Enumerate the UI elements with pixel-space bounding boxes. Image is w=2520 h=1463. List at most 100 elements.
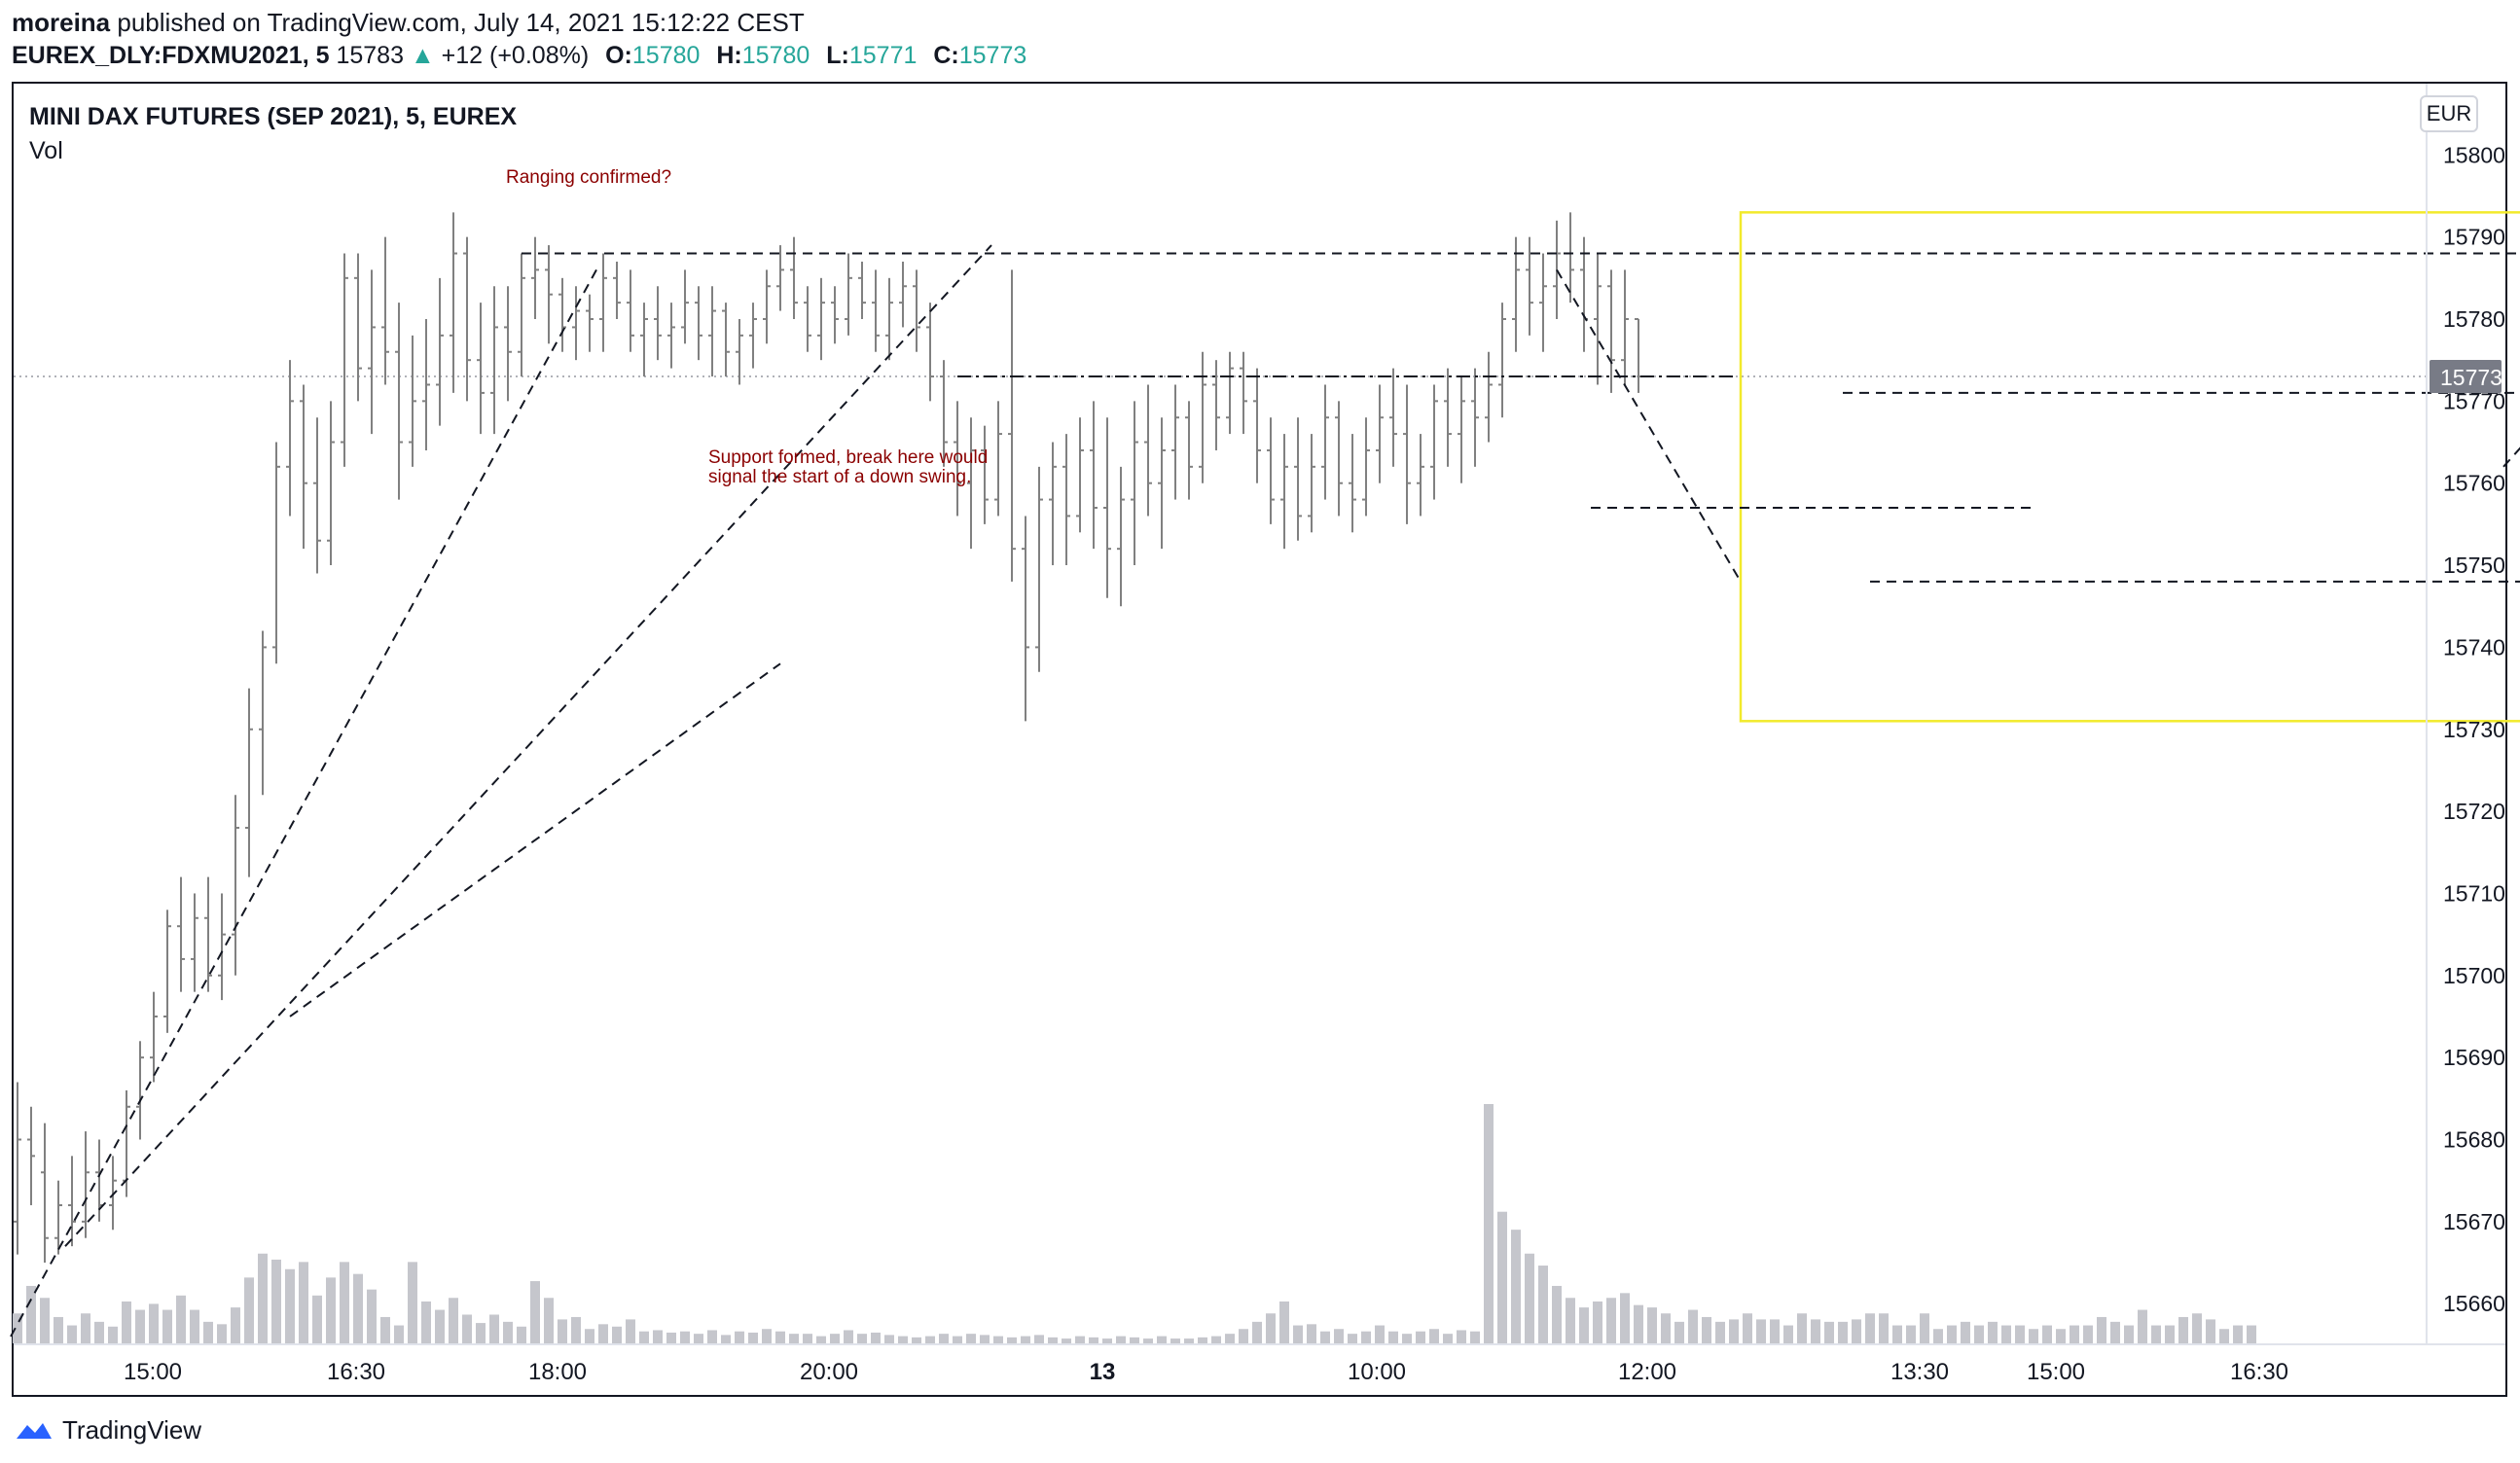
ohlc-bar [899, 261, 907, 328]
volume-bar [462, 1314, 472, 1343]
volume-bar [1838, 1321, 1848, 1343]
ohlc-bar [381, 236, 389, 385]
ohlc-bar [790, 236, 798, 319]
volume-bar [884, 1335, 894, 1343]
volume-bar [2083, 1325, 2093, 1343]
volume-bar [803, 1334, 812, 1343]
volume-bar [1143, 1338, 1153, 1343]
volume-bar [953, 1336, 962, 1343]
volume-bar [1811, 1319, 1820, 1343]
ohlc-bar [436, 277, 444, 426]
volume-bar [231, 1307, 240, 1343]
volume-bar [26, 1285, 36, 1343]
ohlc-bar [1635, 318, 1642, 393]
volume-bar [1661, 1313, 1671, 1343]
ohlc-bar [1594, 253, 1602, 385]
ohlc-bar [82, 1131, 90, 1238]
volume-bar [2097, 1316, 2106, 1343]
volume-bar [1102, 1338, 1112, 1343]
volume-bar [1511, 1230, 1521, 1343]
ohlc-bar [695, 286, 702, 361]
volume-bar [980, 1335, 990, 1343]
ohlc-bar [327, 401, 335, 566]
volume-bar [1198, 1337, 1207, 1343]
ohlc-bar [736, 319, 743, 385]
ohlc-bar [531, 236, 539, 319]
volume-bar [694, 1334, 703, 1343]
currency-button[interactable]: EUR [2420, 95, 2478, 132]
ohlc-bar [422, 319, 430, 450]
ohlc-bar [627, 269, 634, 352]
volume-bar [1211, 1336, 1221, 1343]
volume-bar [149, 1303, 159, 1343]
ohlc-bar [858, 261, 866, 319]
ohlc-bar [1403, 384, 1411, 524]
trend-line [2502, 446, 2520, 468]
last-price: 15783 [336, 42, 404, 69]
volume-bar [162, 1309, 172, 1343]
volume-bar [1021, 1336, 1030, 1343]
volume-bar [1566, 1298, 1575, 1343]
volume-bar [1634, 1304, 1643, 1343]
ohlc-bar [1049, 442, 1057, 566]
ohlc-bar [1526, 236, 1533, 336]
y-tick-label: 15750 [2443, 553, 2505, 578]
ohlc-bar [776, 245, 784, 311]
annotation-ranging: Ranging confirmed? [506, 167, 671, 188]
x-tick-label: 20:00 [800, 1359, 858, 1385]
volume-bar [353, 1273, 363, 1343]
ohlc-bar [41, 1123, 49, 1264]
volume-bar [1116, 1336, 1126, 1343]
ohlc-bar [654, 286, 662, 361]
volume-bar [40, 1298, 50, 1343]
volume-bar [2138, 1309, 2147, 1343]
volume-bar [135, 1309, 145, 1343]
ohlc-bar [68, 1156, 76, 1247]
ohlc-bar [763, 269, 771, 344]
y-tick-label: 15680 [2443, 1127, 2505, 1153]
volume-bar [54, 1316, 63, 1343]
ohlc-bar [1621, 269, 1629, 385]
ohlc-bar [913, 269, 920, 352]
volume-bar [1824, 1321, 1834, 1343]
volume-bar [585, 1329, 594, 1343]
volume-bar [925, 1336, 935, 1343]
author-name[interactable]: moreina [12, 8, 111, 37]
volume-bar [1920, 1313, 1929, 1343]
volume-bar [898, 1336, 908, 1343]
brand-name[interactable]: TradingView [62, 1414, 202, 1445]
ohlc-bar [667, 303, 675, 369]
volume-bar [1279, 1301, 1289, 1343]
ohlc-bar [150, 991, 158, 1083]
ohlc-bar [354, 253, 362, 402]
y-tick-label: 15690 [2443, 1045, 2505, 1070]
volume-bar [1756, 1319, 1766, 1343]
volume-bar [1961, 1321, 1970, 1343]
ohlc-bar [463, 236, 471, 402]
ohlc-bar [218, 893, 226, 1001]
volume-bar [1892, 1325, 1902, 1343]
chart-frame[interactable] [12, 82, 2507, 1397]
ohlc-bar [1253, 368, 1261, 483]
axes: 15660 15670 15680 15690 15700 15710 15720 15730… [14, 84, 2505, 1385]
x-tick-label: 16:30 [327, 1359, 385, 1385]
publication-line: moreina published on TradingView.com, Ju… [12, 6, 2502, 39]
volume-indicator-label[interactable]: Vol [29, 137, 63, 164]
ohlc-bar [1539, 253, 1547, 352]
x-tick-label: 13:30 [1890, 1359, 1949, 1385]
ohlc-bar [1389, 368, 1397, 467]
volume-bar [871, 1332, 881, 1343]
volume-bar [408, 1262, 417, 1343]
volume-bar [626, 1319, 635, 1343]
x-tick-label: 18:00 [528, 1359, 587, 1385]
volume-bar [244, 1277, 254, 1343]
volume-bar [912, 1337, 921, 1343]
volume-bar [1988, 1321, 1998, 1343]
volume-bar [1048, 1337, 1058, 1343]
volume-bar [2001, 1325, 2011, 1343]
change-arrow-icon: ▲ [410, 42, 435, 69]
low-label: L: [826, 42, 849, 69]
volume-bar [285, 1268, 295, 1343]
ohlc-bar [1444, 368, 1452, 467]
